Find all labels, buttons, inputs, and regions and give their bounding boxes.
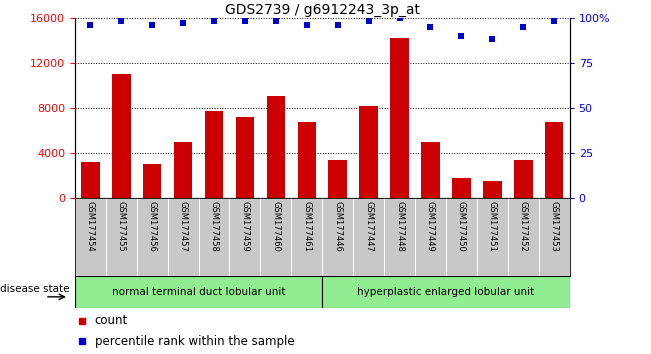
Text: GSM177447: GSM177447 — [364, 201, 373, 251]
Point — [549, 18, 559, 24]
Bar — [112, 74, 130, 198]
Bar — [75, 276, 322, 308]
Text: disease state: disease state — [0, 284, 70, 293]
Point — [147, 22, 158, 28]
Text: GSM177451: GSM177451 — [488, 201, 497, 251]
Text: GSM177459: GSM177459 — [240, 201, 249, 251]
Text: GSM177449: GSM177449 — [426, 201, 435, 251]
Text: GSM177453: GSM177453 — [549, 201, 559, 251]
Bar — [267, 96, 285, 198]
Title: GDS2739 / g6912243_3p_at: GDS2739 / g6912243_3p_at — [225, 3, 420, 17]
Point — [85, 22, 96, 28]
Point — [271, 18, 281, 24]
Point — [301, 22, 312, 28]
Bar — [514, 160, 533, 198]
Bar — [359, 106, 378, 198]
Bar — [205, 112, 223, 198]
Point — [209, 18, 219, 24]
Text: GSM177460: GSM177460 — [271, 201, 281, 251]
Text: GSM177457: GSM177457 — [178, 201, 187, 251]
Point — [116, 18, 126, 24]
Bar — [421, 142, 440, 198]
Text: GSM177450: GSM177450 — [457, 201, 466, 251]
Text: GSM177455: GSM177455 — [117, 201, 126, 251]
Point — [518, 24, 529, 29]
Bar — [322, 276, 570, 308]
Point — [456, 33, 467, 39]
Text: GSM177454: GSM177454 — [86, 201, 95, 251]
Bar — [236, 117, 254, 198]
Text: normal terminal duct lobular unit: normal terminal duct lobular unit — [112, 287, 285, 297]
Bar — [545, 121, 563, 198]
Text: GSM177446: GSM177446 — [333, 201, 342, 251]
Point — [425, 24, 436, 29]
Point — [333, 22, 343, 28]
Bar — [483, 181, 501, 198]
Point — [178, 20, 188, 26]
Bar — [329, 160, 347, 198]
Bar — [143, 164, 161, 198]
Text: hyperplastic enlarged lobular unit: hyperplastic enlarged lobular unit — [357, 287, 534, 297]
Bar — [452, 178, 471, 198]
Text: GSM177456: GSM177456 — [148, 201, 157, 251]
Point — [240, 18, 250, 24]
Bar — [298, 121, 316, 198]
Text: GSM177458: GSM177458 — [210, 201, 219, 251]
Text: GSM177461: GSM177461 — [302, 201, 311, 251]
Bar — [81, 162, 100, 198]
Point — [487, 36, 497, 42]
Point — [395, 15, 405, 21]
Text: count: count — [94, 314, 128, 327]
Text: percentile rank within the sample: percentile rank within the sample — [94, 335, 294, 348]
Text: GSM177448: GSM177448 — [395, 201, 404, 251]
Bar — [391, 38, 409, 198]
Bar — [174, 142, 193, 198]
Point — [363, 18, 374, 24]
Text: GSM177452: GSM177452 — [519, 201, 528, 251]
